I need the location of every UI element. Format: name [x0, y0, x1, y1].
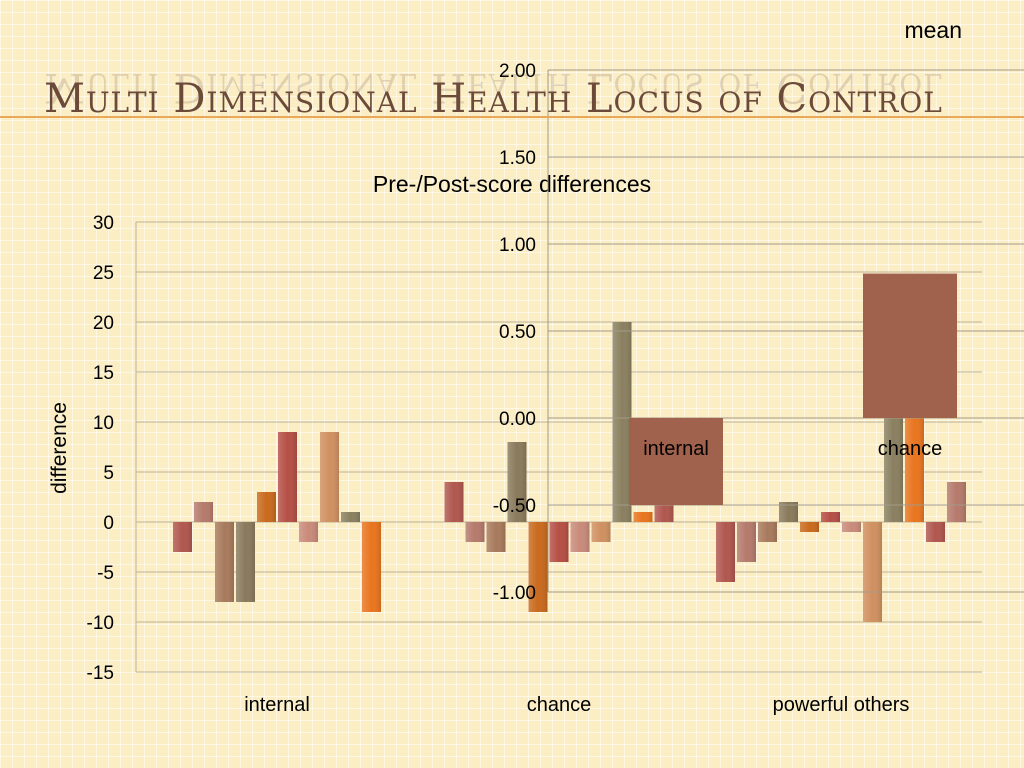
chart-a-y-tick-label: 20: [93, 313, 114, 334]
chart-a-y-tick-label: 5: [103, 463, 114, 484]
chart-b-y-tick-label: -0.50: [493, 496, 536, 517]
chart-a-bar-shade: [758, 522, 777, 542]
chart-b-y-tick-label: 2.00: [499, 61, 536, 82]
title-underline: [0, 116, 1024, 118]
chart-b-y-tick-labels: 2.00 1.50 1.00 0.50 0.00 -0.50 -1.00: [493, 61, 536, 604]
chart-a-y-tick-label: -5: [97, 563, 114, 584]
chart-b-category-labels: internal chance: [643, 438, 942, 460]
chart-a-bar-shade: [528, 522, 548, 612]
chart-b-y-tick-label: 1.00: [499, 235, 536, 256]
chart-a-y-tick-labels: 30 25 20 15 10 5 0 -5 -10 -15: [87, 213, 114, 684]
chart-b-y-tick-label: 0.00: [499, 409, 536, 430]
chart-a-bar-shade: [320, 432, 339, 522]
chart-a-bar-shade: [821, 512, 840, 522]
chart-a-y-axis-label: difference: [48, 402, 71, 494]
chart-a-bar-shade: [257, 492, 276, 522]
chart-a-category-label: powerful others: [773, 694, 910, 716]
chart-a-bars: [173, 312, 966, 622]
chart-a-y-tick-label: -10: [87, 613, 114, 634]
chart-a-bar-shade: [362, 522, 381, 612]
chart-a-bar-shade: [194, 502, 213, 522]
slide-title-reflection: Multi Dimensional Health Locus of Contro…: [44, 64, 943, 110]
chart-a-bar-shade: [278, 432, 297, 522]
chart-a-y-tick-label: 15: [93, 363, 114, 384]
chart-a-bar-shade: [299, 522, 318, 542]
chart-a-bar-shade: [341, 512, 360, 522]
chart-a-bar-shade: [842, 522, 861, 532]
chart-a-bar-shade: [612, 322, 632, 522]
chart-a-bar-shade: [633, 512, 653, 522]
chart-a-y-tick-label: 30: [93, 213, 114, 234]
chart-a-bar-shade: [486, 522, 506, 552]
chart-a-category-labels: internal chance powerful others: [244, 694, 909, 716]
chart-b-gridlines: [547, 69, 1024, 593]
chart-b-series-label: mean: [904, 17, 962, 43]
chart-a-bar-shade: [444, 482, 464, 522]
chart-b-bar: [629, 418, 723, 505]
chart-a-bar-shade: [465, 522, 485, 542]
chart-a-bar-shade: [905, 392, 924, 522]
chart-a-bar-shade: [947, 482, 966, 522]
chart-a-bar-shade: [507, 442, 527, 522]
chart-b-category-label: chance: [878, 438, 943, 460]
chart-a-bar-shade: [926, 522, 945, 542]
chart-b-y-tick-label: 0.50: [499, 322, 536, 343]
chart-a-bar-shade: [173, 522, 192, 552]
chart-a-gridlines: [135, 221, 982, 673]
chart-a-bar-shade: [779, 502, 798, 522]
chart-a-category-label: internal: [244, 694, 310, 716]
chart-a-title: Pre-/Post-score differences: [373, 171, 651, 197]
chart-a-bar-shade: [215, 522, 234, 602]
chart-a-y-tick-label: -15: [87, 663, 114, 684]
chart-b-bars: [629, 273, 957, 505]
chart-a-bar-shade: [863, 522, 882, 622]
chart-b-y-tick-label: -1.00: [493, 583, 536, 604]
chart-b-y-tick-label: 1.50: [499, 148, 536, 169]
chart-a-bar-shade: [800, 522, 819, 532]
chart-a-category-label: chance: [527, 694, 592, 716]
chart-a-bar-shade: [591, 522, 611, 542]
chart-a-y-tick-label: 25: [93, 263, 114, 284]
chart-a-bar-shade: [570, 522, 590, 552]
chart-a-bar-shade: [716, 522, 735, 582]
slide-title: Multi Dimensional Health Locus of Contro…: [44, 76, 943, 122]
chart-a-bar-shade: [236, 522, 255, 602]
chart-a-y-tick-label: 0: [103, 513, 114, 534]
chart-a-bar-shade: [737, 522, 756, 562]
chart-b-category-label: internal: [643, 438, 709, 460]
chart-a-bar-shade: [549, 522, 569, 562]
chart-a-y-tick-label: 10: [93, 413, 114, 434]
chart-b-bar: [863, 273, 957, 418]
